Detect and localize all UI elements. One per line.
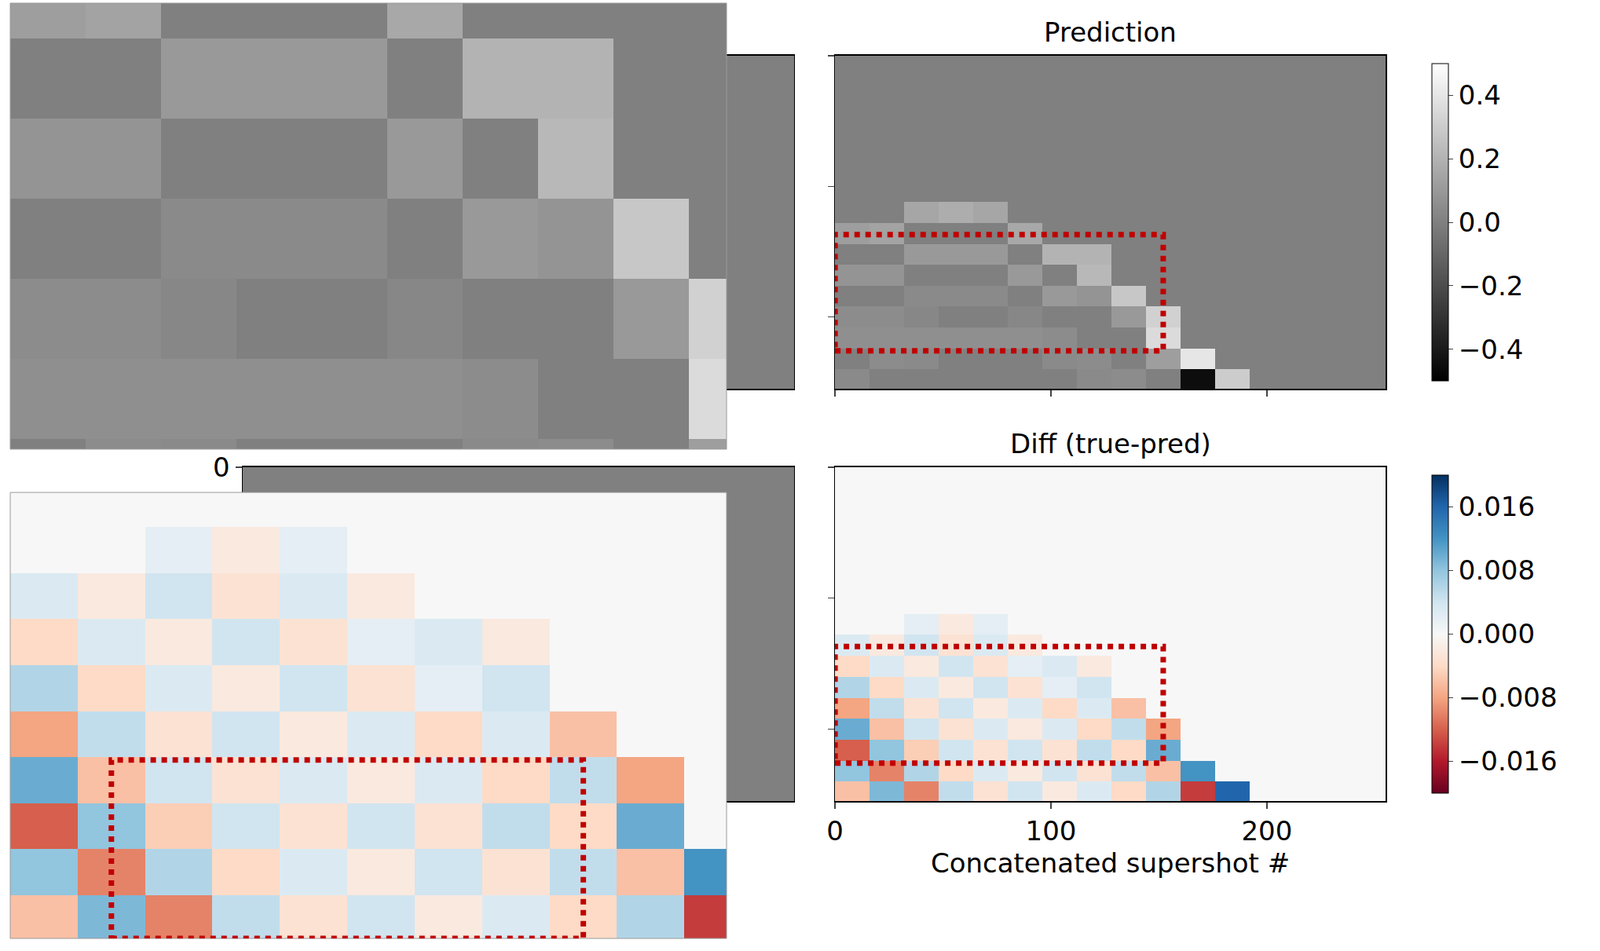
svg-text:−0.008: −0.008: [1458, 681, 1558, 714]
svg-text:200: 200: [1241, 815, 1293, 847]
svg-text:−0.4: −0.4: [1458, 333, 1524, 366]
svg-text:0.2: 0.2: [1458, 142, 1502, 175]
svg-text:0: 0: [212, 451, 231, 484]
svg-text:0.000: 0.000: [1458, 618, 1535, 650]
svg-text:0.0: 0.0: [1458, 206, 1502, 238]
svg-text:−0.2: −0.2: [1458, 270, 1524, 302]
svg-text:Diff (true-pred): Diff (true-pred): [1010, 428, 1212, 460]
svg-text:Concatenated supershot #: Concatenated supershot #: [930, 847, 1290, 879]
svg-text:0.016: 0.016: [1458, 490, 1535, 523]
svg-text:100: 100: [1025, 815, 1077, 847]
svg-text:−0.016: −0.016: [1458, 745, 1558, 777]
svg-text:0: 0: [826, 815, 844, 847]
svg-text:Prediction: Prediction: [1043, 16, 1177, 48]
svg-text:0.4: 0.4: [1458, 79, 1502, 111]
svg-text:0.008: 0.008: [1458, 554, 1535, 586]
